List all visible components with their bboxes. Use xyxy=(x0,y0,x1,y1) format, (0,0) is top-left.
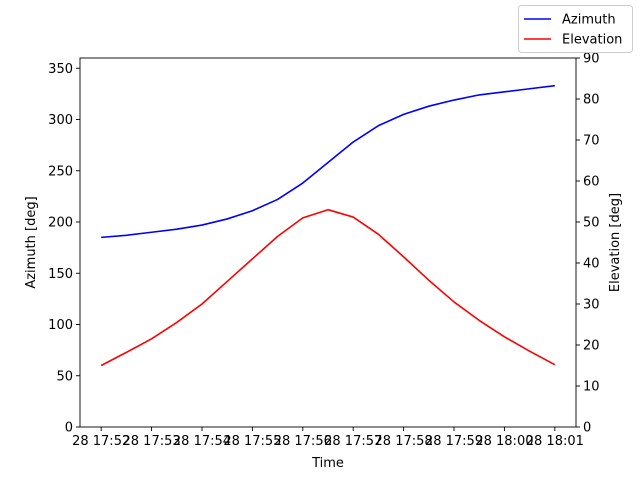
y-right-tick-label: 0 xyxy=(583,421,591,436)
x-tick-label: 28 17:54 xyxy=(173,434,231,449)
y-left-tick-label: 250 xyxy=(48,164,73,179)
x-tick-label: 28 17:58 xyxy=(375,434,433,449)
y-left-axis-label: Azimuth [deg] xyxy=(24,196,39,288)
y-left-tick-label: 200 xyxy=(48,216,73,231)
y-left-tick-label: 150 xyxy=(48,267,73,282)
y-right-tick-label: 90 xyxy=(583,52,600,67)
x-tick-label: 28 18:01 xyxy=(526,434,584,449)
legend-label-azimuth: Azimuth xyxy=(562,13,616,28)
y-right-tick-label: 70 xyxy=(583,134,600,149)
y-right-tick-label: 20 xyxy=(583,339,600,354)
x-tick-label: 28 17:57 xyxy=(324,434,382,449)
y-right-tick-label: 40 xyxy=(583,257,600,272)
x-axis-label: Time xyxy=(311,456,344,471)
legend-box xyxy=(518,5,633,53)
x-tick-label: 28 17:52 xyxy=(72,434,130,449)
x-tick-label: 28 18:00 xyxy=(475,434,533,449)
legend: Azimuth Elevation xyxy=(518,5,633,53)
x-tick-label: 28 17:59 xyxy=(425,434,483,449)
legend-label-elevation: Elevation xyxy=(562,33,622,48)
y-left-tick-label: 100 xyxy=(48,318,73,333)
plot-lines xyxy=(100,84,556,367)
x-tick-label: 28 17:56 xyxy=(274,434,332,449)
y-right-tick-label: 80 xyxy=(583,93,600,108)
series-line-azimuth xyxy=(101,84,555,239)
y-left-tick-label: 300 xyxy=(48,113,73,128)
y-right-axis-label: Elevation [deg] xyxy=(608,193,623,292)
series-line-elevation xyxy=(100,208,556,367)
y-left-tick-label: 50 xyxy=(56,369,73,384)
y-right-tick-label: 50 xyxy=(583,216,600,231)
y-right-tick-label: 10 xyxy=(583,380,600,395)
y-left-tick-label: 350 xyxy=(48,62,73,77)
x-tick-label: 28 17:55 xyxy=(223,434,281,449)
plot-frame xyxy=(79,57,577,428)
y-left-tick-label: 0 xyxy=(65,421,73,436)
x-tick-label: 28 17:53 xyxy=(123,434,181,449)
y-right-tick-label: 30 xyxy=(583,298,600,313)
y-right-tick-label: 60 xyxy=(583,175,600,190)
